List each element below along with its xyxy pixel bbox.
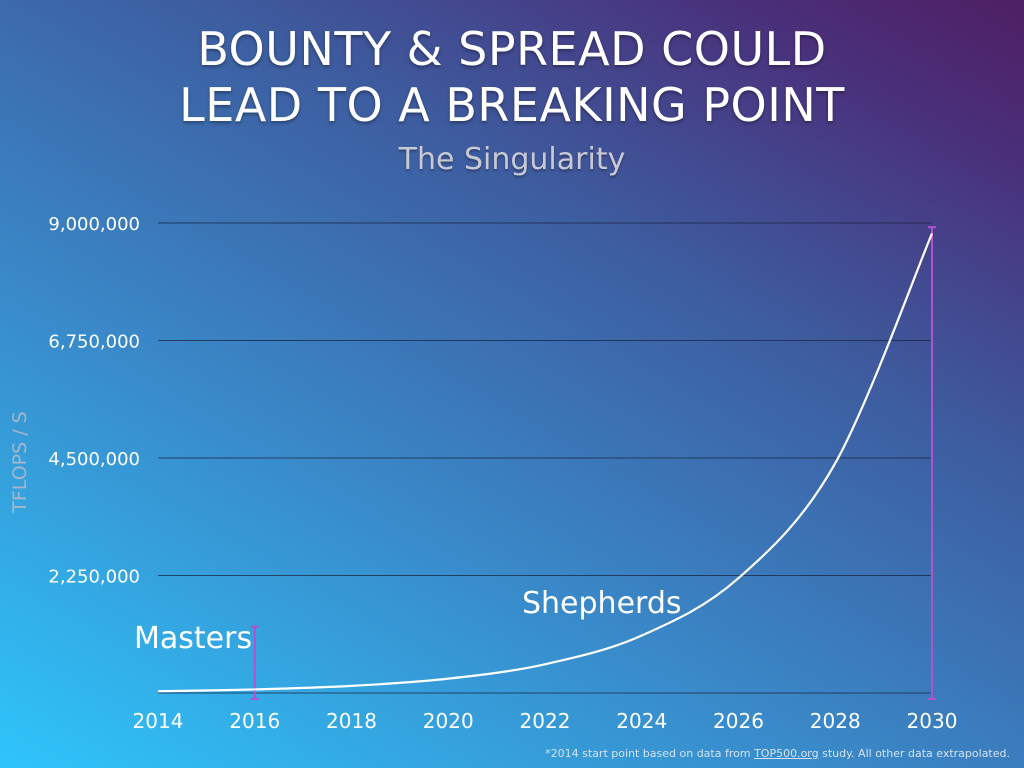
footnote-link[interactable]: TOP500.org xyxy=(754,747,819,760)
x-tick-label: 2026 xyxy=(713,709,764,733)
y-axis-label: TFLOPS / S xyxy=(9,411,31,513)
annotation-label: Shepherds xyxy=(522,586,682,621)
footnote-suffix: study. All other data extrapolated. xyxy=(818,747,1010,760)
annotation-bracket xyxy=(250,625,259,700)
x-tick-label: 2028 xyxy=(810,709,861,733)
y-tick-label: 4,500,000 xyxy=(48,449,140,470)
slide-title-line-1: BOUNTY & SPREAD COULD xyxy=(197,22,827,76)
footnote-prefix: *2014 start point based on data from xyxy=(545,747,755,760)
x-tick-label: 2016 xyxy=(229,709,280,733)
x-tick-label: 2030 xyxy=(907,709,958,733)
x-tick-label: 2018 xyxy=(326,709,377,733)
annotation-label: Masters xyxy=(134,621,252,656)
x-tick-label: 2014 xyxy=(133,709,184,733)
x-tick-label: 2024 xyxy=(616,709,667,733)
slide-subtitle: The Singularity xyxy=(398,142,626,177)
y-tick-label: 9,000,000 xyxy=(48,214,140,235)
x-tick-label: 2020 xyxy=(423,709,474,733)
y-tick-label: 6,750,000 xyxy=(48,332,140,353)
series-line xyxy=(157,233,934,693)
slide-title-line-2: LEAD TO A BREAKING POINT xyxy=(179,78,845,132)
x-tick-label: 2022 xyxy=(520,709,571,733)
y-tick-label: 2,250,000 xyxy=(48,567,140,588)
footnote: *2014 start point based on data from TOP… xyxy=(545,747,1010,760)
annotation-bracket xyxy=(928,226,936,700)
